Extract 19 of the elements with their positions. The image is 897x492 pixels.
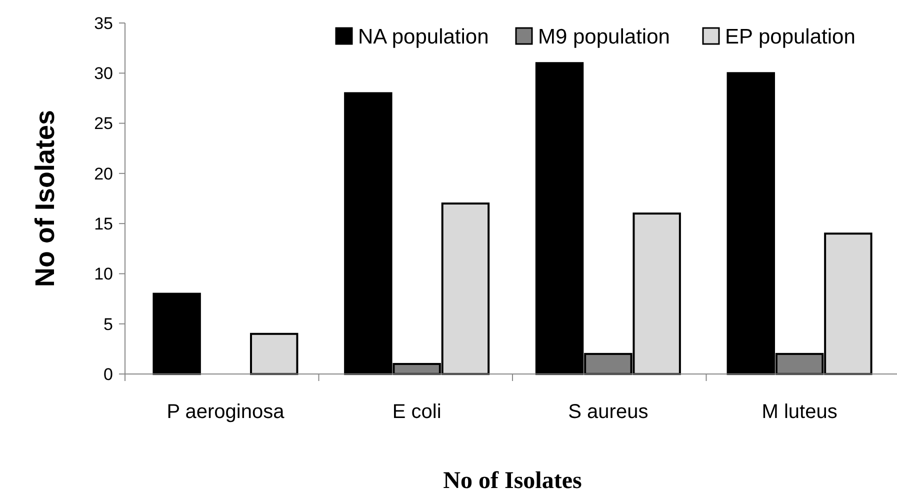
y-tick-label: 35 [94, 14, 113, 33]
y-tick-label: 10 [94, 264, 113, 284]
y-tick-label: 15 [94, 214, 113, 234]
x-tick-label: M luteus [762, 401, 838, 423]
y-tick-label: 30 [94, 64, 113, 84]
y-tick-label: 0 [104, 364, 113, 384]
legend-label: EP population [725, 25, 856, 48]
x-axis-title: No of Isolates [443, 468, 582, 492]
x-tick-label: E coli [392, 401, 442, 423]
y-tick-label: 20 [94, 164, 113, 184]
legend-label: M9 population [538, 25, 670, 48]
y-tick-label: 25 [94, 114, 113, 134]
y-axis-title: No of Isolates [30, 110, 60, 288]
x-tick-label: S aureus [568, 401, 648, 423]
x-tick-label: P aeroginosa [166, 401, 286, 423]
legend-label: NA population [358, 25, 489, 48]
y-tick-label: 5 [104, 314, 113, 334]
bar [250, 332, 298, 375]
bar [152, 292, 201, 375]
